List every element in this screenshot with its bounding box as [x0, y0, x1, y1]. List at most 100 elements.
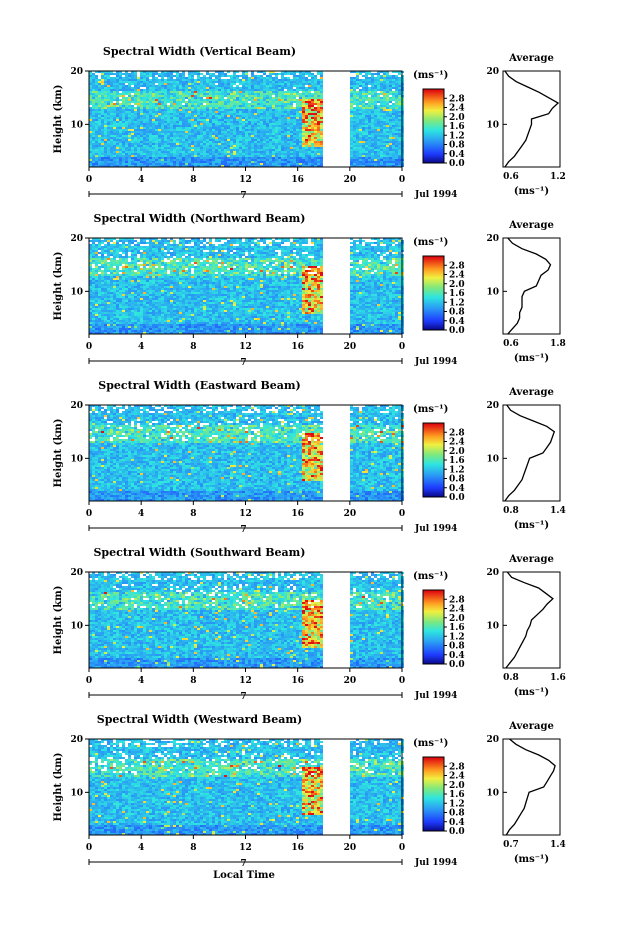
heatmap-cell — [269, 115, 272, 117]
heatmap-cell — [377, 103, 380, 105]
heatmap-cell — [272, 117, 275, 119]
heatmap-cell — [119, 95, 122, 97]
heatmap-cell — [119, 145, 122, 147]
heatmap-cell — [383, 159, 386, 161]
heatmap-cell — [221, 87, 224, 89]
heatmap-cell — [293, 77, 296, 79]
heatmap-cell — [272, 131, 275, 133]
heatmap-cell — [209, 107, 212, 109]
heatmap-cell — [260, 85, 263, 87]
heatmap-cell — [368, 111, 371, 113]
heatmap-cell — [230, 107, 233, 109]
heatmap-cell — [248, 113, 251, 115]
heatmap-cell — [113, 163, 116, 165]
heatmap-cell — [269, 85, 272, 87]
heatmap-cell — [206, 77, 209, 79]
heatmap-cell — [203, 157, 206, 159]
heatmap-cell — [182, 103, 185, 105]
heatmap-cell — [239, 93, 242, 95]
heatmap-cell — [281, 101, 284, 103]
heatmap-cell — [119, 131, 122, 133]
heatmap-cell — [350, 161, 353, 163]
heatmap-cell — [350, 165, 353, 167]
heatmap-cell — [92, 103, 95, 105]
heatmap-cell — [227, 121, 230, 123]
heatmap-cell — [230, 151, 233, 153]
heatmap-cell — [134, 123, 137, 125]
heatmap-cell — [143, 103, 146, 105]
heatmap-cell — [197, 141, 200, 143]
heatmap-cell — [257, 165, 260, 167]
heatmap-cell — [137, 77, 140, 79]
heatmap-cell — [248, 97, 251, 99]
heatmap-cell — [233, 135, 236, 137]
heatmap-cell — [392, 131, 395, 133]
heatmap-cell — [353, 111, 356, 113]
heatmap-cell — [308, 75, 311, 77]
heatmap-cell — [137, 71, 140, 73]
heatmap-cell — [149, 133, 152, 135]
heatmap-cell — [392, 119, 395, 121]
heatmap-cell — [104, 316, 107, 318]
heatmap-cell — [110, 111, 113, 113]
heatmap-cell — [356, 75, 359, 77]
heatmap-cell — [116, 141, 119, 143]
heatmap-cell — [176, 159, 179, 161]
heatmap-cell — [257, 161, 260, 163]
heatmap-cell — [155, 111, 158, 113]
heatmap-cell — [116, 145, 119, 147]
colorbar-segment — [423, 97, 444, 100]
heatmap-cell — [266, 137, 269, 139]
heatmap-cell — [245, 97, 248, 99]
heatmap-cell — [281, 103, 284, 105]
heatmap-cell — [302, 159, 305, 161]
heatmap-cell — [188, 77, 191, 79]
heatmap-cell — [116, 113, 119, 115]
heatmap-cell — [233, 79, 236, 81]
heatmap-cell — [89, 127, 92, 129]
heatmap-cell — [104, 250, 107, 252]
heatmap-cell — [104, 282, 107, 284]
heatmap-cell — [197, 151, 200, 153]
heatmap-cell — [92, 141, 95, 143]
heatmap-cell — [398, 95, 401, 97]
heatmap-cell — [251, 127, 254, 129]
heatmap-cell — [266, 133, 269, 135]
heatmap-cell — [284, 103, 287, 105]
heatmap-cell — [284, 107, 287, 109]
heatmap-cell — [359, 89, 362, 91]
heatmap-cell — [134, 119, 137, 121]
heatmap-cell — [131, 127, 134, 129]
heatmap-cell — [161, 137, 164, 139]
heatmap-cell — [386, 135, 389, 137]
heatmap-cell — [161, 119, 164, 121]
heatmap-cell — [188, 109, 191, 111]
heatmap-cell — [170, 143, 173, 145]
heatmap-cell — [218, 149, 221, 151]
heatmap-cell — [212, 163, 215, 165]
heatmap-cell — [365, 149, 368, 151]
heatmap-cell — [161, 149, 164, 151]
heatmap-cell — [227, 97, 230, 99]
heatmap-cell — [356, 79, 359, 81]
heatmap-cell — [281, 159, 284, 161]
heatmap-cell — [140, 133, 143, 135]
heatmap-cell — [353, 123, 356, 125]
heatmap-cell — [296, 119, 299, 121]
heatmap-cell — [296, 125, 299, 127]
heatmap-cell — [221, 93, 224, 95]
heatmap-cell — [176, 105, 179, 107]
heatmap-cell — [368, 103, 371, 105]
heatmap-cell — [353, 147, 356, 149]
heatmap-cell — [236, 109, 239, 111]
heatmap-cell — [146, 87, 149, 89]
heatmap-cell — [245, 149, 248, 151]
heatmap-cell — [383, 161, 386, 163]
heatmap-cell — [236, 157, 239, 159]
heatmap-cell — [296, 155, 299, 157]
heatmap-cell — [185, 117, 188, 119]
heatmap-cell — [152, 119, 155, 121]
heatmap-cell — [257, 85, 260, 87]
heatmap-cell — [392, 165, 395, 167]
heatmap-cell — [356, 151, 359, 153]
